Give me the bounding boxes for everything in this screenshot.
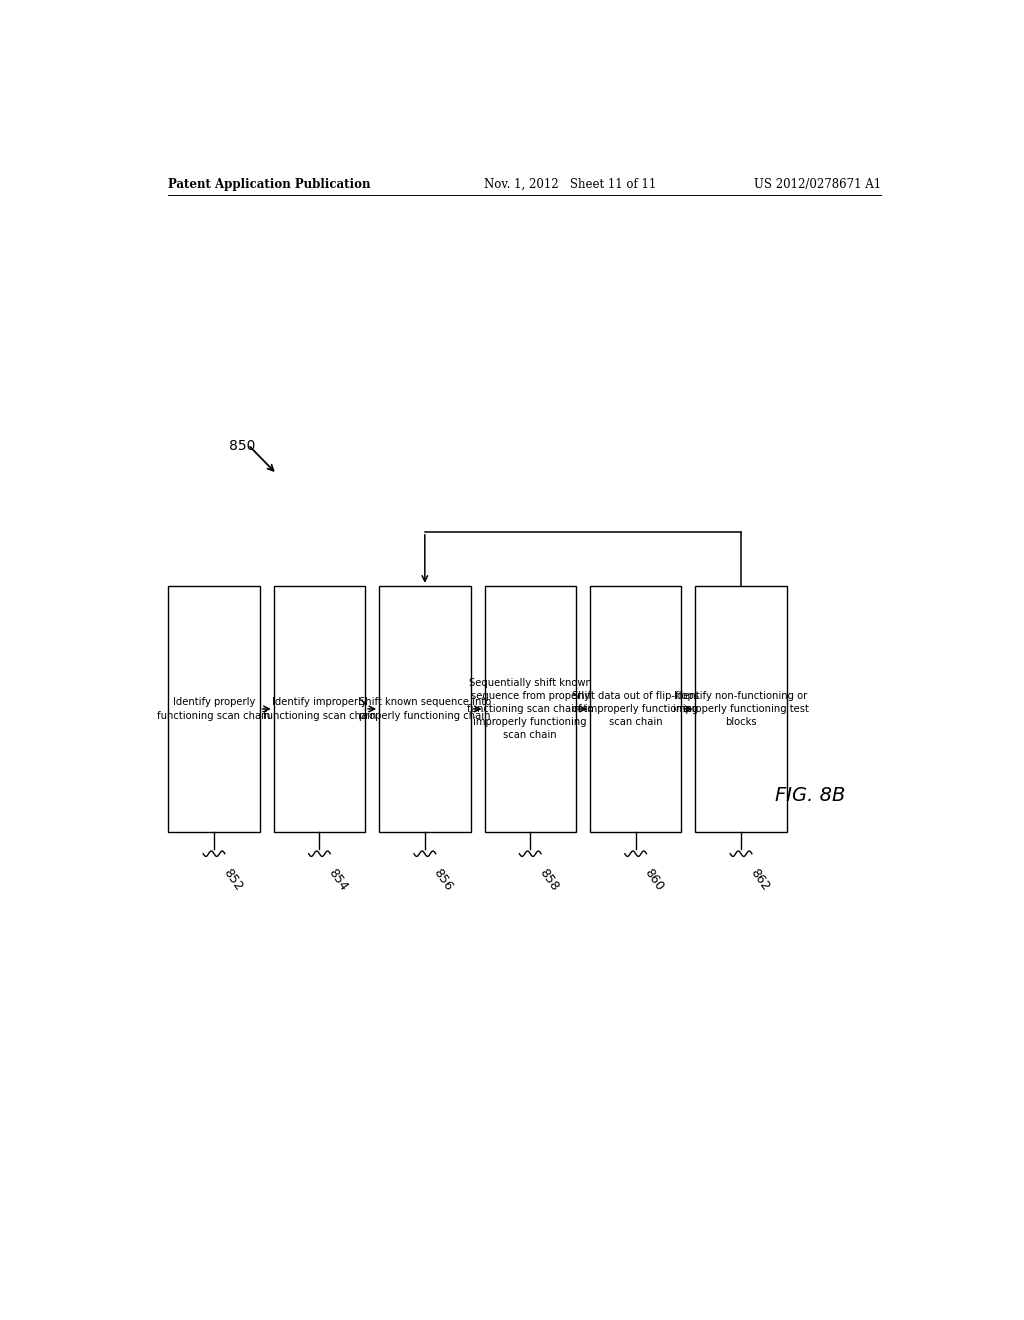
Text: 852: 852	[220, 866, 245, 894]
Text: US 2012/0278671 A1: US 2012/0278671 A1	[754, 178, 882, 190]
Text: 860: 860	[642, 866, 667, 894]
Text: Nov. 1, 2012   Sheet 11 of 11: Nov. 1, 2012 Sheet 11 of 11	[484, 178, 656, 190]
Text: Patent Application Publication: Patent Application Publication	[168, 178, 371, 190]
Text: Sequentially shift known
sequence from properly
functioning scan chain to
improp: Sequentially shift known sequence from p…	[467, 677, 594, 741]
Text: Shift data out of flip-flops
of improperly functioning
scan chain: Shift data out of flip-flops of improper…	[572, 690, 699, 727]
Text: Identify non-functioning or
improperly functioning test
blocks: Identify non-functioning or improperly f…	[673, 690, 809, 727]
FancyBboxPatch shape	[484, 586, 575, 832]
FancyBboxPatch shape	[273, 586, 366, 832]
FancyBboxPatch shape	[695, 586, 786, 832]
Text: 856: 856	[431, 866, 456, 894]
FancyBboxPatch shape	[379, 586, 471, 832]
Text: 854: 854	[326, 866, 350, 894]
Text: FIG. 8B: FIG. 8B	[775, 785, 846, 805]
Text: Identify properly
functioning scan chain: Identify properly functioning scan chain	[158, 697, 270, 721]
Text: 858: 858	[537, 866, 561, 894]
FancyBboxPatch shape	[590, 586, 681, 832]
FancyBboxPatch shape	[168, 586, 260, 832]
Text: 850: 850	[228, 440, 255, 454]
Text: Identify improperly
functioning scan chain: Identify improperly functioning scan cha…	[263, 697, 376, 721]
Text: Shift known sequence into
properly functioning chain: Shift known sequence into properly funct…	[358, 697, 490, 721]
Text: 862: 862	[748, 866, 771, 892]
